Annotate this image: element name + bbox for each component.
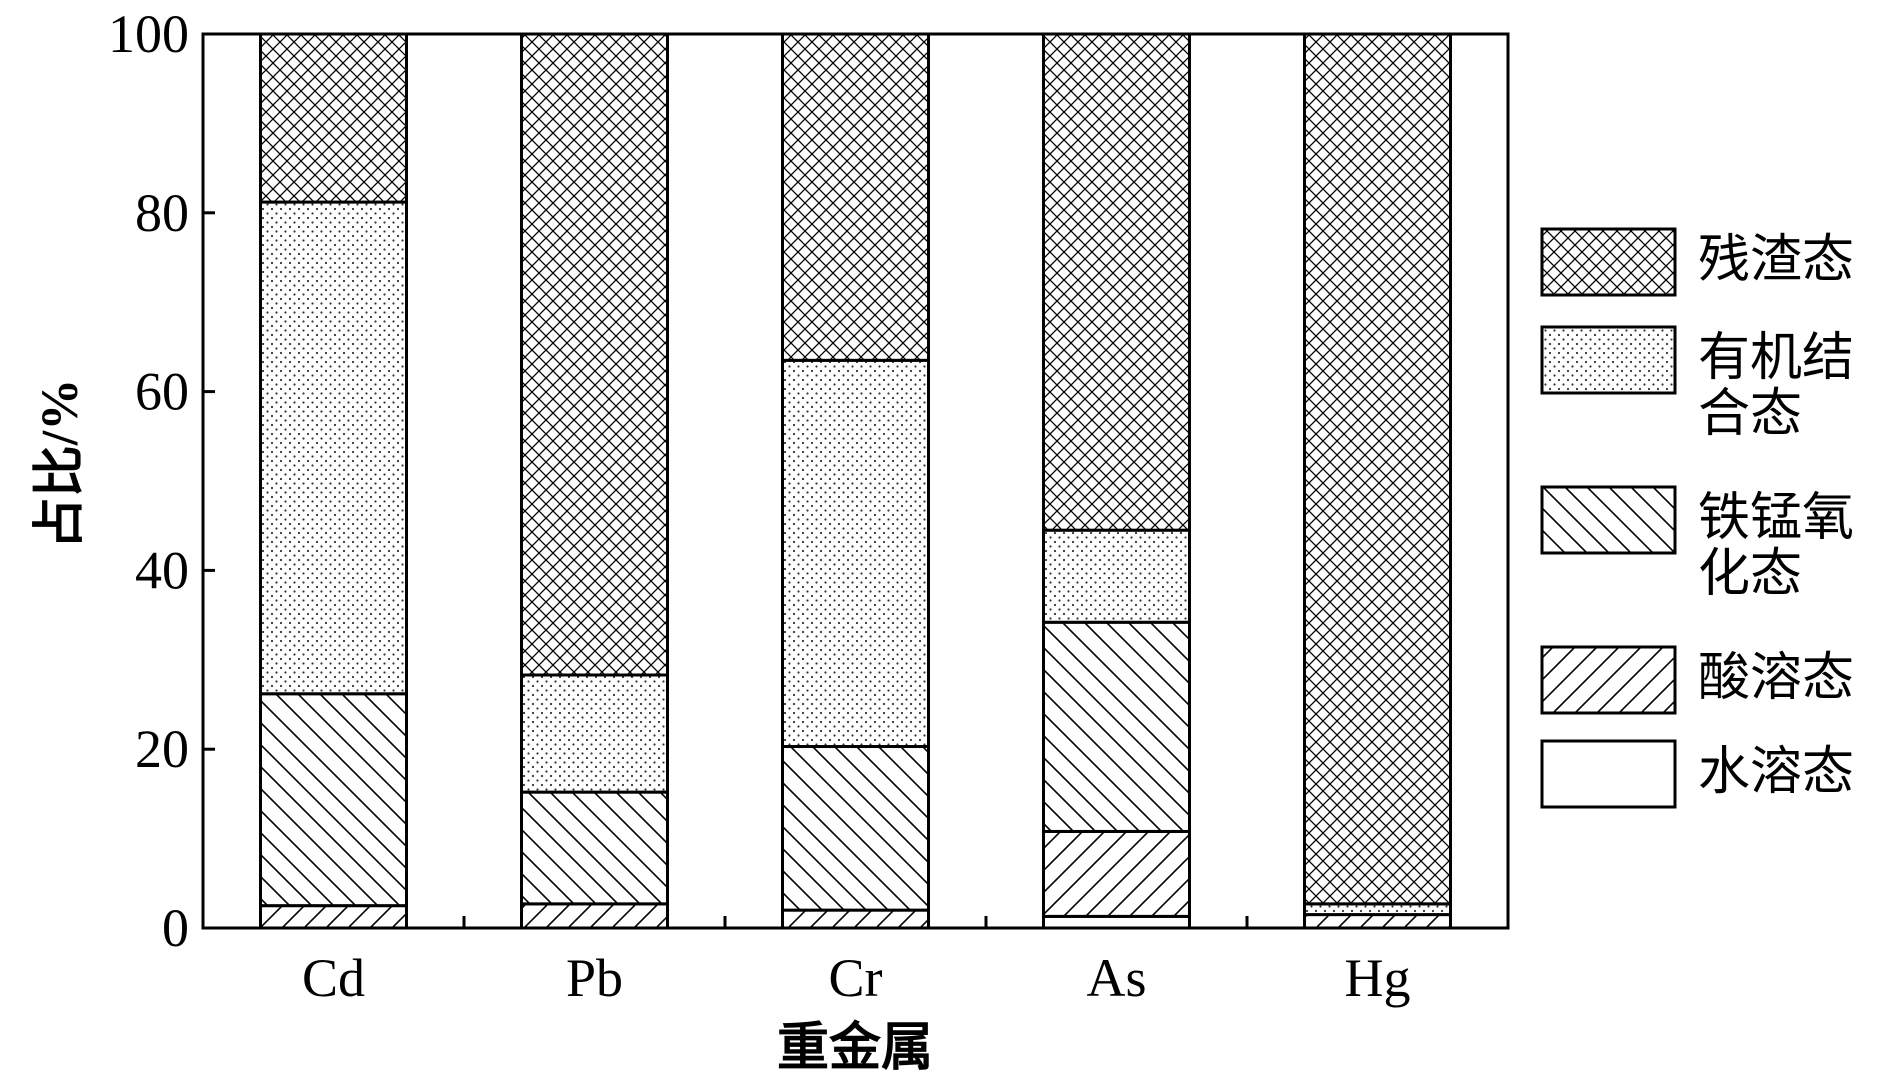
- bar-segment-Cd-残渣态: [259, 32, 408, 204]
- bar-segment-Hg-酸溶态: [1303, 913, 1452, 930]
- bar-segment-Cd-酸溶态: [259, 904, 408, 930]
- bar-segment-Pb-铁锰氧化态: [520, 790, 669, 906]
- y-tick-label: 100: [108, 4, 189, 64]
- bar-segment-Pb-残渣态: [520, 32, 669, 677]
- bar-segment-As-酸溶态: [1042, 829, 1191, 918]
- x-tick-label: As: [1086, 948, 1146, 1008]
- bar-segment-Cr-铁锰氧化态: [781, 745, 930, 912]
- legend-label: 水溶态: [1698, 744, 1854, 801]
- bar-segment-As-有机结合态: [1042, 528, 1191, 624]
- legend-swatch: [1540, 739, 1677, 809]
- legend-label: 合态: [1698, 386, 1802, 443]
- y-axis-title: 占比/%: [31, 379, 89, 549]
- bar-segment-Hg-残渣态: [1303, 32, 1452, 906]
- legend-swatch: [1540, 485, 1677, 555]
- x-axis-title: 重金属: [777, 1019, 933, 1077]
- bar-segment-Cr-有机结合态: [781, 358, 930, 749]
- y-tick-label: 40: [135, 540, 189, 600]
- bar-segment-Cd-有机结合态: [259, 200, 408, 696]
- x-tick-label: Cr: [829, 948, 883, 1008]
- legend-label: 有机结: [1698, 330, 1854, 387]
- plot-frame: [201, 32, 1510, 930]
- bar-segment-Cd-铁锰氧化态: [259, 692, 408, 908]
- y-tick-label: 60: [135, 362, 189, 422]
- x-tick-label: Pb: [566, 948, 623, 1008]
- bar-segment-Cr-酸溶态: [781, 908, 930, 930]
- bar-segment-As-残渣态: [1042, 32, 1191, 532]
- legend-label: 化态: [1698, 546, 1802, 603]
- bar-segment-Hg-有机结合态: [1303, 902, 1452, 917]
- bar-segment-Cr-残渣态: [781, 32, 930, 362]
- bar-segment-Pb-有机结合态: [520, 673, 669, 794]
- x-tick-label: Cd: [302, 948, 365, 1008]
- legend-swatch: [1540, 325, 1677, 395]
- bar-segment-Pb-酸溶态: [520, 902, 669, 930]
- legend-label: 酸溶态: [1698, 650, 1854, 707]
- y-tick-label: 80: [135, 183, 189, 243]
- bar-segment-As-水溶态: [1042, 914, 1191, 930]
- y-tick-label: 20: [135, 719, 189, 779]
- legend-swatch: [1540, 645, 1677, 715]
- x-tick-label: Hg: [1345, 948, 1411, 1008]
- legend-label: 残渣态: [1698, 232, 1854, 289]
- legend-label: 铁锰氧: [1698, 490, 1854, 547]
- legend-swatch: [1540, 227, 1677, 297]
- y-tick-label: 0: [162, 898, 189, 958]
- bar-segment-As-铁锰氧化态: [1042, 620, 1191, 833]
- plot-area: 0 20 40 60 80 100 Cd Pb Cr As Hg: [108, 4, 1510, 1008]
